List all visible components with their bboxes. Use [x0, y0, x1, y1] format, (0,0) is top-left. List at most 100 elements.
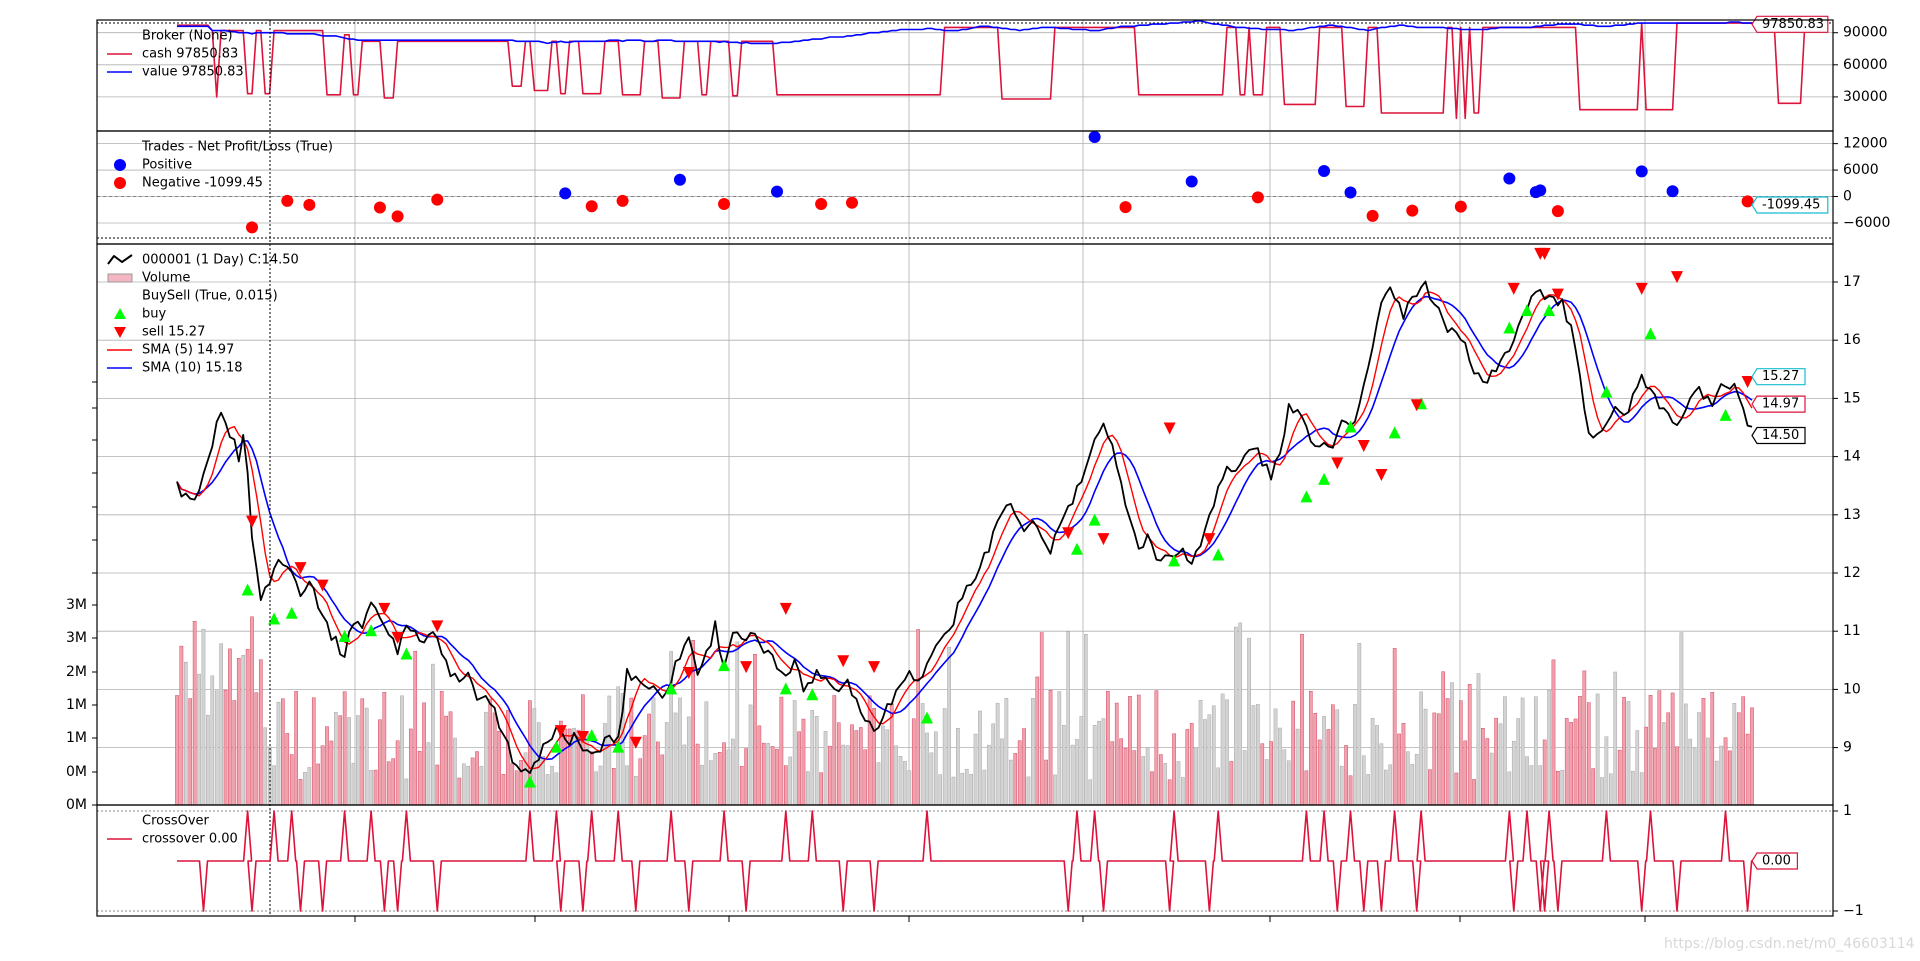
volume-bar-150	[836, 722, 841, 806]
ytick-label-3-0: 1	[1843, 803, 1852, 819]
ytick-label-2-5: 12	[1843, 565, 1861, 581]
legend-label-0-1: cash 97850.83	[142, 47, 238, 62]
volume-bar-38	[342, 691, 347, 806]
buy-marker-7	[550, 740, 563, 753]
volume-bar-162	[889, 703, 894, 806]
buy-marker-5	[400, 647, 413, 660]
trade-negative-point-9	[815, 198, 828, 211]
volume-bar-251	[1282, 749, 1287, 806]
volume-bar-202	[1066, 631, 1070, 806]
volume-bar-229	[1185, 729, 1190, 806]
sell-marker-27	[1671, 271, 1683, 284]
volume-bar-153	[850, 724, 854, 806]
sell-marker-6	[554, 725, 567, 738]
buy-marker-1	[268, 612, 281, 625]
buy-marker-4	[365, 624, 378, 637]
volume-bar-248	[1269, 741, 1273, 806]
volume-bar-307	[1529, 765, 1534, 806]
volume-bar-230	[1189, 723, 1194, 806]
volume-bar-262	[1331, 704, 1335, 806]
volume-bar-32	[316, 763, 320, 806]
volume-bar-109	[656, 741, 660, 806]
volume-bar-85	[550, 765, 554, 806]
volume-bar-13	[232, 700, 237, 806]
volume-bar-300	[1498, 723, 1503, 806]
volume-bar-141	[797, 731, 801, 806]
trade-negative-point-0	[246, 221, 258, 234]
buy-marker-12	[779, 682, 792, 695]
buy-marker-10	[665, 682, 678, 695]
volume-bar-346	[1701, 698, 1706, 806]
volume-bar-170	[925, 732, 929, 806]
trade-negative-point-3	[373, 201, 386, 214]
volume-bar-344	[1692, 748, 1697, 806]
sell-marker-24	[1538, 247, 1551, 260]
volume-bar-260	[1322, 716, 1326, 806]
volume-bar-81	[532, 708, 537, 806]
volume-bar-86	[554, 772, 559, 806]
sell-marker-12	[837, 655, 850, 668]
buy-marker-0	[241, 583, 254, 596]
crossover-value-label: 0.00	[1762, 854, 1791, 869]
volume-bar-246	[1260, 743, 1265, 806]
volume-bar-266	[1348, 775, 1353, 806]
buy-marker-3	[338, 630, 351, 643]
volume-bar-192	[1022, 728, 1026, 806]
volume-bar-199	[1053, 774, 1057, 806]
volume-bar-241	[1238, 622, 1243, 806]
legend-label-3-0: CrossOver	[142, 814, 210, 829]
buy-marker-19	[1300, 490, 1313, 503]
volume-bar-95	[594, 771, 598, 806]
volume-bar-142	[801, 718, 806, 806]
volume-bar-178	[960, 772, 965, 806]
sell-marker-11	[779, 602, 792, 615]
volume-bar-160	[881, 725, 885, 806]
sell-marker-28	[1741, 375, 1754, 388]
volume-bar-78	[519, 760, 523, 806]
volume-bar-47	[382, 692, 387, 806]
legend-label-0-2: value 97850.83	[142, 65, 244, 80]
sell-marker-26	[1635, 282, 1648, 295]
volume-bar-18	[254, 692, 259, 806]
volume-bar-225	[1167, 779, 1172, 806]
volume-bar-28	[298, 779, 303, 806]
watermark-text: https://blog.csdn.net/m0_46603114	[1664, 936, 1915, 952]
volume-bar-12	[228, 648, 232, 806]
buy-marker-17	[1168, 554, 1181, 567]
sell-marker-16	[1163, 422, 1176, 435]
volume-bar-337	[1661, 722, 1666, 806]
series-value-line	[177, 20, 1783, 45]
price-value-label-2-box	[1751, 426, 1806, 445]
volume-bar-254	[1295, 728, 1300, 806]
ytick-label-2-0: 17	[1843, 274, 1861, 290]
volume-bar-261	[1326, 729, 1331, 806]
volume-bar-258	[1313, 713, 1318, 806]
volume-bar-249	[1273, 708, 1278, 806]
volume-bar-52	[404, 778, 409, 806]
buy-marker-18	[1212, 548, 1225, 561]
volume-bar-74	[501, 774, 506, 806]
trade-positive-point-2	[771, 185, 783, 198]
sell-marker-20	[1375, 469, 1388, 482]
volume-bar-247	[1264, 759, 1269, 806]
volume-bar-59	[435, 764, 440, 806]
vol-tick-label-1: 3M	[66, 630, 87, 646]
volume-bar-196	[1039, 632, 1044, 806]
series-cash-line	[177, 22, 1810, 120]
volume-bar-197	[1044, 759, 1048, 806]
volume-bar-205	[1079, 716, 1084, 806]
volume-bar-184	[986, 744, 991, 806]
volume-bar-215	[1123, 748, 1128, 806]
ytick-label-2-1: 16	[1843, 332, 1861, 348]
volume-bar-287	[1441, 671, 1445, 806]
volume-bar-338	[1666, 712, 1670, 806]
volume-bar-102	[625, 765, 629, 806]
volume-bar-221	[1150, 771, 1154, 806]
volume-bar-282	[1419, 691, 1423, 806]
volume-bar-144	[810, 710, 815, 806]
volume-bar-265	[1344, 745, 1348, 806]
volume-bar-190	[1013, 753, 1018, 806]
legend-label-1-2: Negative -1099.45	[142, 176, 263, 191]
volume-bar-280	[1410, 764, 1415, 806]
buy-marker-26	[1543, 304, 1556, 317]
